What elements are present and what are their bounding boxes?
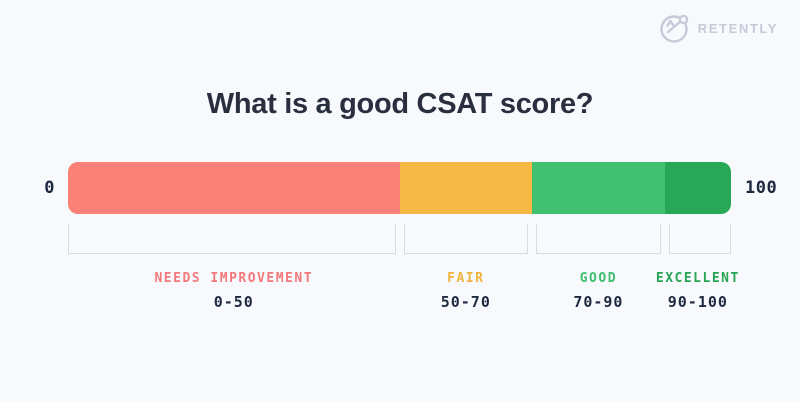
bar-segment-needs-improvement <box>68 162 400 214</box>
retently-pen-circle-icon <box>660 14 689 43</box>
range-labels: NEEDS IMPROVEMENT 0-50 FAIR 50-70 GOOD 70-90 E… <box>68 271 738 331</box>
range-label-group-0-50: NEEDS IMPROVEMENT 0-50 <box>154 271 313 311</box>
range-bracket-90-100 <box>668 224 731 254</box>
score-scale-bar <box>68 162 731 214</box>
range-label-group-70-90: GOOD 70-90 <box>573 271 623 311</box>
category-label: GOOD <box>579 271 618 286</box>
brand-name: RETENTLY <box>697 20 778 36</box>
category-label: NEEDS IMPROVEMENT <box>154 271 314 286</box>
csat-scale-chart: 0 100 NEEDS IMPROVEMENT 0-50 FAIR 50-70 GOOD… <box>44 162 777 331</box>
bar-segment-excellent <box>664 162 731 214</box>
range-brackets <box>68 224 731 255</box>
brand-logo: RETENTLY <box>659 12 778 44</box>
range-bracket-50-70 <box>403 224 529 254</box>
range-bracket-70-90 <box>536 224 661 254</box>
bar-segment-good <box>532 162 665 214</box>
range-label-group-50-70: FAIR 50-70 <box>441 271 491 311</box>
range-value-label: 0-50 <box>213 293 254 311</box>
axis-min-label: 0 <box>44 178 55 198</box>
axis-max-label: 100 <box>745 178 778 198</box>
page-title: What is a good CSAT score? <box>206 88 594 120</box>
bar-segment-fair <box>399 162 533 214</box>
range-label-group-90-100: EXCELLENT 90-100 <box>656 271 740 311</box>
range-value-label: 70-90 <box>573 293 624 311</box>
category-label: EXCELLENT <box>655 271 740 286</box>
category-label: FAIR <box>447 271 485 286</box>
range-value-label: 50-70 <box>440 293 491 311</box>
range-value-label: 90-100 <box>667 293 728 311</box>
range-bracket-0-50 <box>68 224 396 254</box>
